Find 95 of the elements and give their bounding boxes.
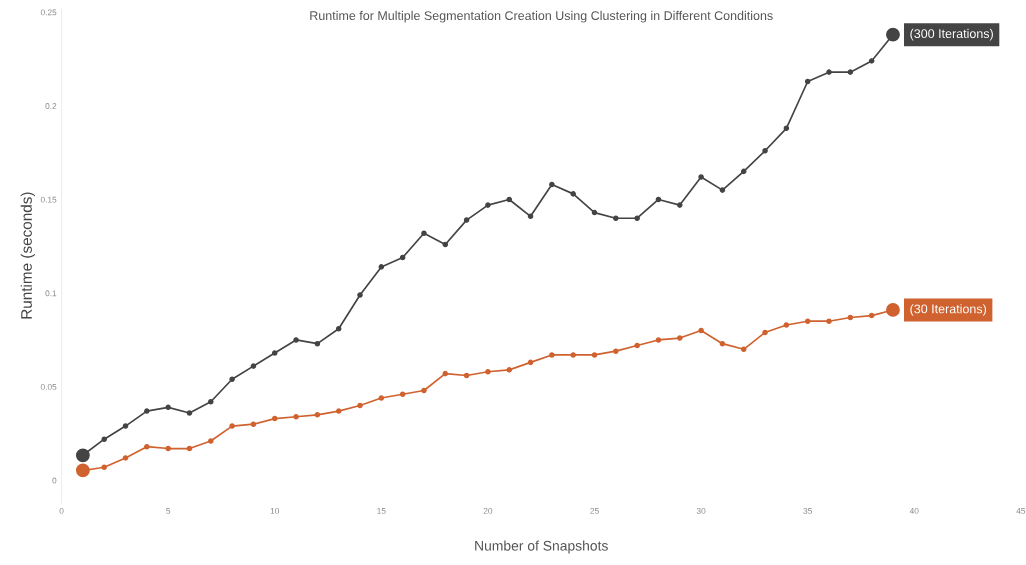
point <box>101 464 107 471</box>
y-axis-title: Runtime (seconds) <box>20 192 35 319</box>
point <box>698 327 704 334</box>
point <box>655 196 662 203</box>
point <box>122 423 129 429</box>
point <box>506 367 513 373</box>
point <box>719 340 726 347</box>
point <box>527 213 534 220</box>
point <box>122 455 129 461</box>
point <box>570 191 576 197</box>
x-tick-label: 10 <box>270 507 280 514</box>
point <box>740 346 747 353</box>
point <box>378 395 385 401</box>
point <box>868 58 875 64</box>
y-tick-label: 0.15 <box>40 196 57 203</box>
point <box>271 415 278 422</box>
point <box>357 402 363 409</box>
point <box>847 69 854 75</box>
point <box>783 322 790 328</box>
point <box>165 404 171 411</box>
point <box>186 410 193 416</box>
point <box>229 423 235 429</box>
point <box>271 350 278 356</box>
point <box>826 318 832 324</box>
y-tick-label: 0.25 <box>40 9 57 16</box>
point <box>634 215 640 221</box>
point <box>506 196 513 203</box>
point <box>826 69 832 75</box>
point <box>549 352 555 358</box>
x-tick-label: 35 <box>803 507 812 514</box>
y-tick-label: 0.2 <box>45 103 57 109</box>
x-tick-label: 0 <box>59 507 64 514</box>
point <box>250 421 257 427</box>
series-label: (300 Iterations) <box>910 28 993 41</box>
point <box>144 443 150 450</box>
point <box>591 209 598 216</box>
point <box>762 148 768 154</box>
point <box>314 412 321 418</box>
point <box>527 359 534 366</box>
chart-title: Runtime for Multiple Segmentation Creation Using Clustering in Different Conditions <box>310 10 773 23</box>
point <box>335 408 342 414</box>
y-tick-label: 0.05 <box>40 383 57 390</box>
point <box>613 215 619 221</box>
point <box>485 368 491 375</box>
point <box>144 408 150 414</box>
point <box>314 340 321 347</box>
point <box>485 202 491 208</box>
point <box>421 387 427 394</box>
point <box>421 230 427 236</box>
point <box>442 370 449 377</box>
point <box>740 168 747 175</box>
x-tick-label: 20 <box>483 507 493 514</box>
point <box>719 187 726 193</box>
point <box>463 372 470 379</box>
series-label: (30 Iterations) <box>910 304 986 316</box>
x-tick-label: 30 <box>696 507 706 514</box>
point <box>613 348 619 354</box>
point <box>442 241 449 248</box>
point <box>101 436 107 442</box>
point <box>847 314 854 321</box>
x-tick-label: 15 <box>377 508 386 514</box>
point <box>868 312 875 319</box>
point <box>804 78 811 85</box>
point <box>399 391 406 398</box>
x-tick-label: 25 <box>590 507 599 514</box>
point <box>570 352 576 358</box>
point <box>677 335 683 341</box>
x-tick-label: 40 <box>909 507 919 514</box>
x-tick-label: 5 <box>166 508 171 514</box>
point <box>804 318 811 324</box>
point <box>655 337 662 343</box>
point <box>463 217 470 223</box>
point <box>591 352 598 358</box>
point <box>186 445 193 452</box>
point <box>208 398 214 405</box>
point <box>335 325 342 332</box>
point <box>208 438 214 444</box>
point <box>378 264 385 270</box>
point <box>783 125 790 132</box>
point <box>762 329 768 336</box>
point <box>698 174 704 180</box>
point <box>399 254 406 261</box>
point <box>293 413 299 420</box>
point <box>229 376 235 383</box>
y-tick-label: 0.1 <box>45 290 57 297</box>
point <box>549 181 555 188</box>
x-tick-label: 45 <box>1016 508 1026 514</box>
point <box>634 342 640 349</box>
y-tick-label: 0 <box>52 477 57 484</box>
point <box>677 202 683 208</box>
point <box>250 363 257 369</box>
point <box>165 445 171 452</box>
point <box>357 292 363 298</box>
point <box>293 337 299 343</box>
x-axis-title: Number of Snapshots <box>475 540 608 554</box>
